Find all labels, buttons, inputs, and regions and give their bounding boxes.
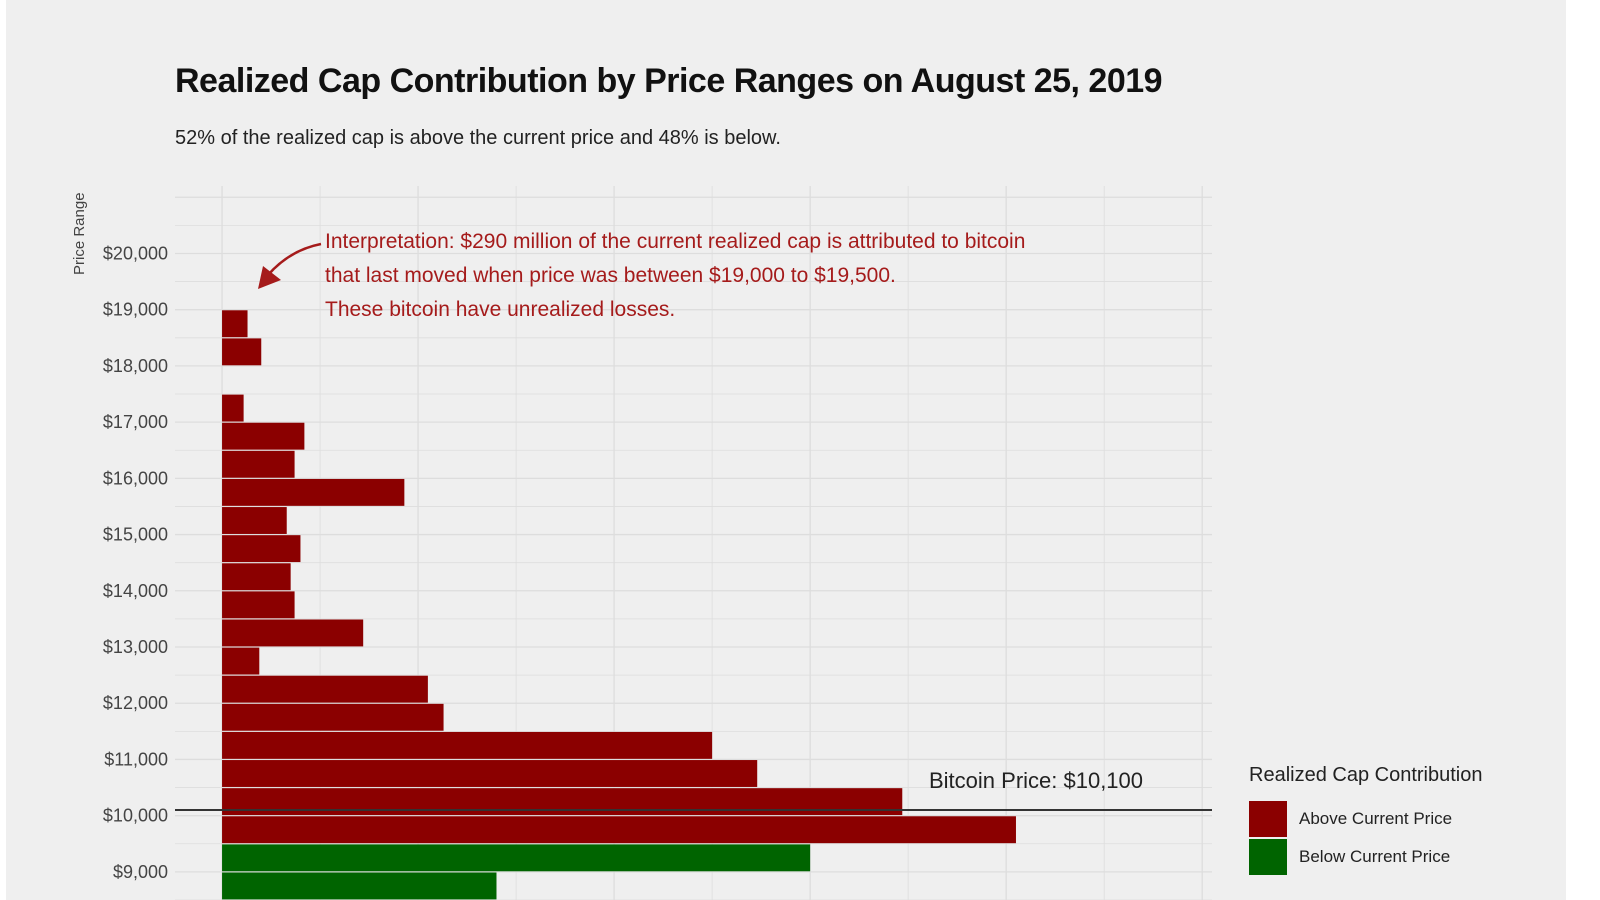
legend-swatch-above xyxy=(1249,801,1287,837)
bar xyxy=(222,816,1016,844)
bar xyxy=(222,450,295,478)
bar xyxy=(222,760,758,787)
legend-title: Realized Cap Contribution xyxy=(1249,764,1483,786)
bar xyxy=(222,422,305,450)
bar xyxy=(222,647,260,675)
annotation: Interpretation: $290 million of the curr… xyxy=(258,230,1025,321)
chart-title: Realized Cap Contribution by Price Range… xyxy=(175,62,1163,100)
y-tick-label: $16,000 xyxy=(103,468,168,488)
y-tick-label: $13,000 xyxy=(103,637,168,657)
legend-label-below: Below Current Price xyxy=(1299,847,1451,866)
bar-series xyxy=(222,310,1016,900)
bar xyxy=(222,619,364,647)
y-tick-label: $9,000 xyxy=(113,862,168,882)
y-tick-label: $10,000 xyxy=(103,806,168,826)
bar xyxy=(222,731,713,759)
annotation-arrow-head xyxy=(258,266,281,289)
legend-label-above: Above Current Price xyxy=(1299,809,1453,828)
bar xyxy=(222,394,244,422)
bar xyxy=(222,310,248,338)
chart-subtitle: 52% of the realized cap is above the cur… xyxy=(175,127,781,149)
bar xyxy=(222,535,301,563)
y-tick-label: $20,000 xyxy=(103,243,168,263)
current-price-label: Bitcoin Price: $10,100 xyxy=(929,768,1143,793)
annotation-arrow-shaft xyxy=(267,242,322,276)
y-tick-label: $15,000 xyxy=(103,525,168,545)
bar xyxy=(222,507,287,534)
annotation-line-3: These bitcoin have unrealized losses. xyxy=(325,298,675,321)
bar xyxy=(222,591,295,619)
bar xyxy=(222,872,497,900)
y-tick-label: $14,000 xyxy=(103,581,168,601)
annotation-line-1: Interpretation: $290 million of the curr… xyxy=(325,230,1025,253)
y-tick-label: $12,000 xyxy=(103,693,168,713)
bar xyxy=(222,338,262,366)
y-tick-label: $19,000 xyxy=(103,300,168,320)
bar xyxy=(222,675,428,703)
bar xyxy=(222,478,405,506)
y-axis-ticks: $9,000 $10,000 $11,000 $12,000 $13,000 $14,00… xyxy=(103,243,168,881)
legend-item-below: Below Current Price xyxy=(1249,839,1450,875)
y-tick-label: $17,000 xyxy=(103,412,168,432)
y-tick-label: $11,000 xyxy=(104,749,168,769)
bar xyxy=(222,703,444,731)
legend-swatch-below xyxy=(1249,839,1287,875)
y-axis-label: Price Range xyxy=(71,192,88,275)
bar xyxy=(222,844,811,872)
legend-item-above: Above Current Price xyxy=(1249,801,1452,837)
bar xyxy=(222,563,291,591)
annotation-line-2: that last moved when price was between $… xyxy=(325,264,896,287)
y-tick-label: $18,000 xyxy=(103,356,168,376)
